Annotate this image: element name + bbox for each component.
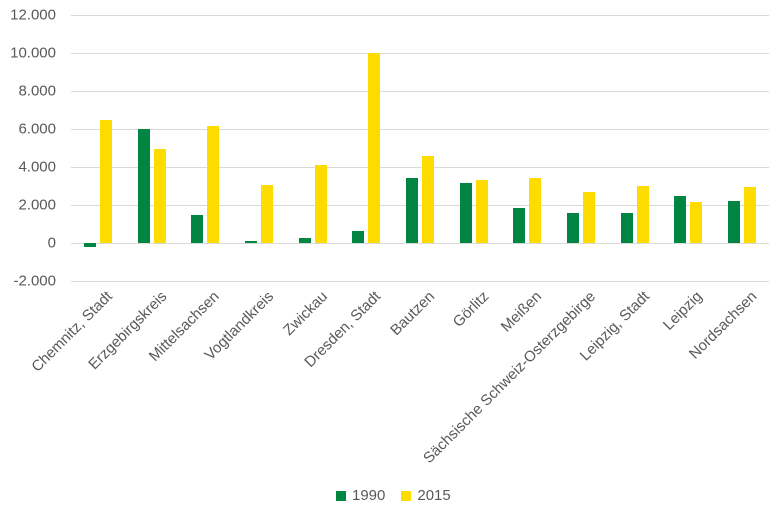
gridline xyxy=(71,53,769,54)
bar-1990[interactable] xyxy=(298,238,311,244)
legend-label-2015: 2015 xyxy=(417,487,451,504)
x-tick-label: Bautzen xyxy=(387,288,439,339)
x-tick-label: Leipzig xyxy=(660,288,707,334)
y-tick-label: 12.000 xyxy=(10,6,56,24)
bar-1990[interactable] xyxy=(513,207,526,244)
bar-1990[interactable] xyxy=(191,214,204,244)
x-tick-label: Meißen xyxy=(498,288,546,336)
y-tick-label: 8.000 xyxy=(18,82,56,100)
bar-2015[interactable] xyxy=(207,126,220,244)
bar-2015[interactable] xyxy=(368,53,381,244)
gridline xyxy=(71,281,769,282)
bar-2015[interactable] xyxy=(475,179,488,244)
gridline xyxy=(71,15,769,16)
gridline xyxy=(71,129,769,130)
legend: 1990 2015 xyxy=(336,487,467,504)
bar-1990[interactable] xyxy=(83,243,96,247)
y-tick-label: 10.000 xyxy=(10,44,56,62)
legend-swatch-1990 xyxy=(336,490,346,501)
bar-1990[interactable] xyxy=(137,129,150,244)
bar-2015[interactable] xyxy=(314,164,327,244)
legend-swatch-2015 xyxy=(401,490,412,501)
bar-1990[interactable] xyxy=(244,240,257,244)
bar-2015[interactable] xyxy=(744,186,757,244)
bar-1990[interactable] xyxy=(620,213,633,244)
gridline xyxy=(71,243,769,244)
bar-1990[interactable] xyxy=(352,231,365,244)
legend-item-1990[interactable]: 1990 xyxy=(336,487,385,504)
bar-2015[interactable] xyxy=(529,178,542,244)
x-tick-label: Zwickau xyxy=(279,288,331,339)
bar-2015[interactable] xyxy=(153,149,166,244)
bar-2015[interactable] xyxy=(636,185,649,244)
y-tick-label: -2.000 xyxy=(13,272,56,290)
gridline xyxy=(71,91,769,92)
bar-2015[interactable] xyxy=(260,184,273,244)
bar-2015[interactable] xyxy=(583,191,596,244)
y-tick-label: 6.000 xyxy=(18,120,56,138)
bar-2015[interactable] xyxy=(99,119,112,244)
gridline xyxy=(71,167,769,168)
y-tick-label: 2.000 xyxy=(18,196,56,214)
bar-2015[interactable] xyxy=(690,202,703,244)
legend-label-1990: 1990 xyxy=(352,487,386,504)
legend-item-2015[interactable]: 2015 xyxy=(401,487,451,504)
y-tick-label: 4.000 xyxy=(18,158,56,176)
bar-1990[interactable] xyxy=(567,213,580,244)
y-tick-label: 0 xyxy=(47,234,56,252)
bar-1990[interactable] xyxy=(459,183,472,244)
bar-1990[interactable] xyxy=(728,200,741,244)
gridline xyxy=(71,205,769,206)
bar-1990[interactable] xyxy=(406,178,418,244)
bar-2015[interactable] xyxy=(422,155,434,244)
x-tick-label: Görlitz xyxy=(449,288,493,331)
bar-1990[interactable] xyxy=(674,195,687,244)
